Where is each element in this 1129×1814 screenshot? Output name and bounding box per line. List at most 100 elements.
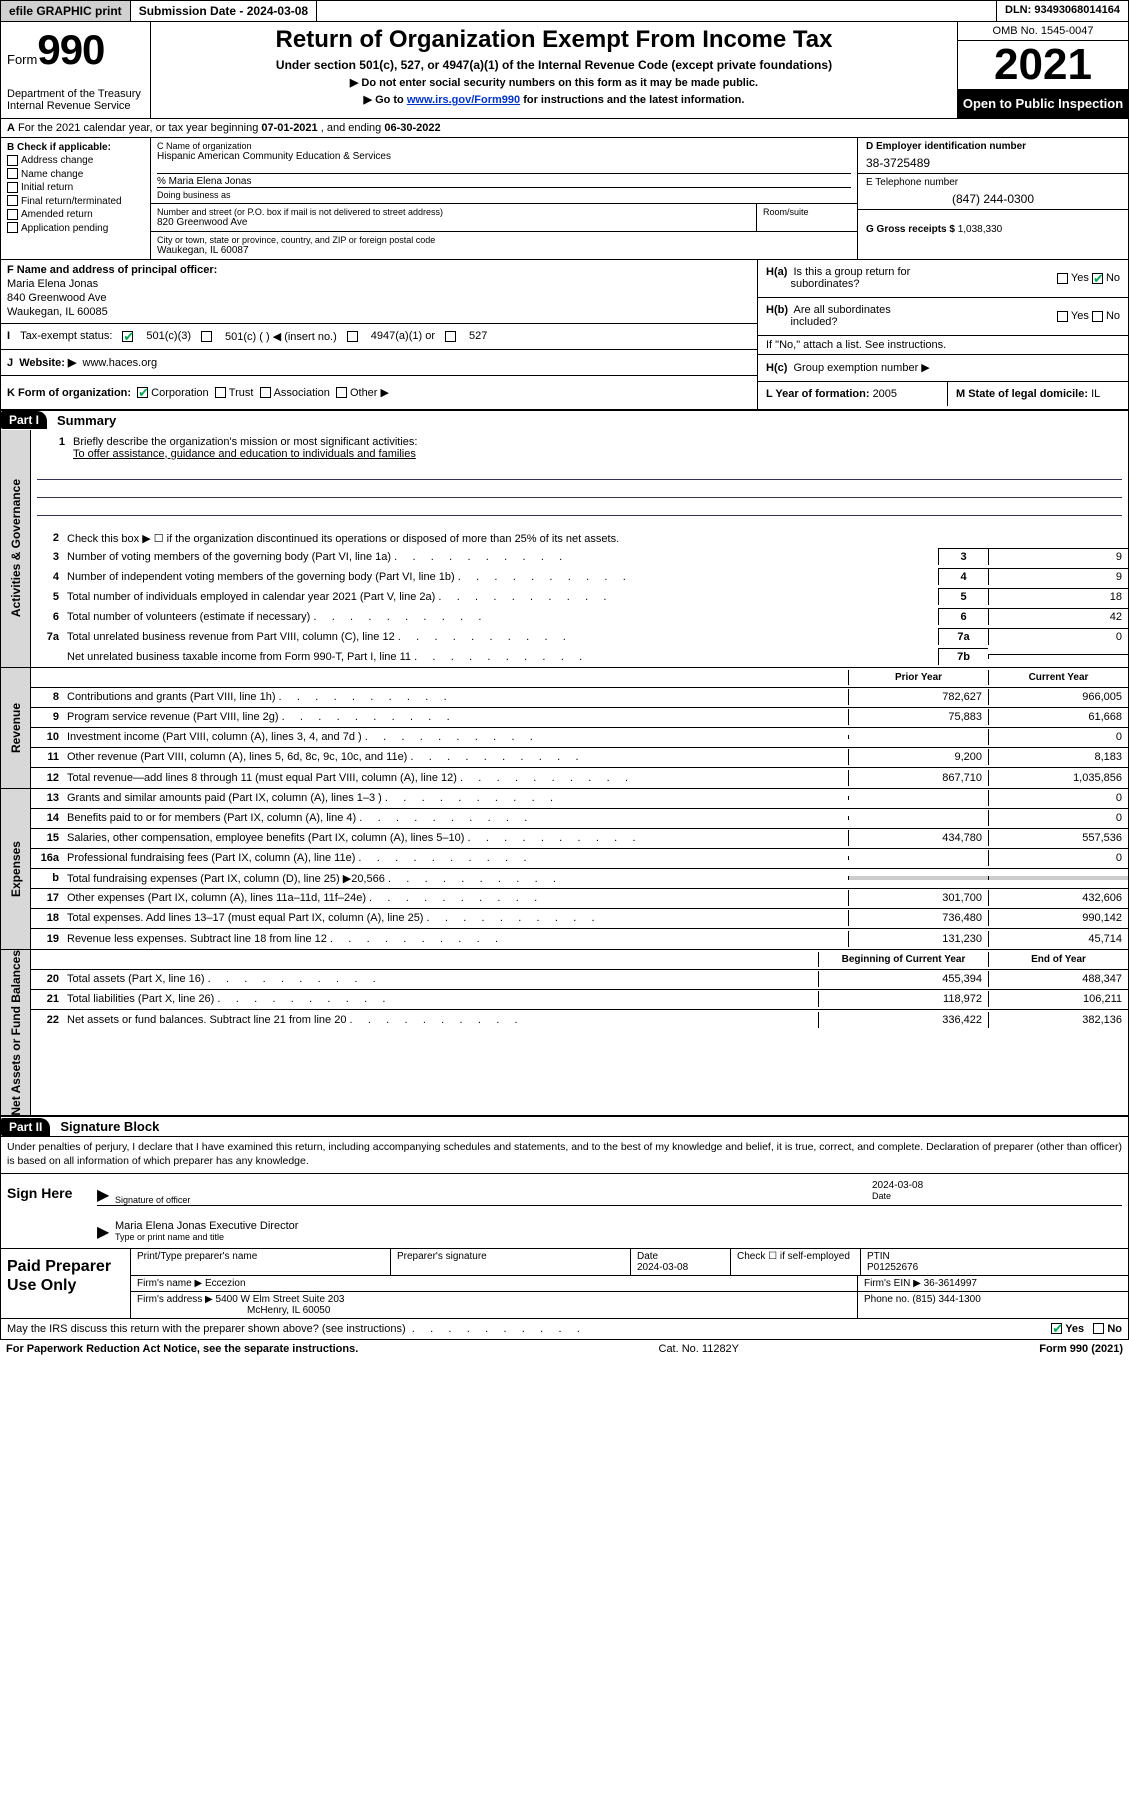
prep-addr-label: Firm's address ▶ — [137, 1294, 216, 1305]
gov-ln-val — [988, 654, 1128, 659]
mission-text: To offer assistance, guidance and educat… — [73, 448, 416, 460]
ln-num: b — [31, 870, 63, 886]
f-label: F Name and address of principal officer: — [7, 264, 217, 276]
b-item-4: Amended return — [21, 209, 93, 220]
ln-current: 0 — [988, 850, 1128, 866]
ln-text: Net assets or fund balances. Subtract li… — [63, 1012, 818, 1028]
ln-text: Program service revenue (Part VIII, line… — [63, 709, 848, 725]
i-opt2: 501(c) ( ) ◀ (insert no.) — [225, 330, 337, 343]
g-label: G Gross receipts $ — [866, 224, 958, 235]
line-15: 15Salaries, other compensation, employee… — [31, 829, 1128, 849]
ln-2-num: 2 — [31, 530, 63, 546]
ln-num: 13 — [31, 790, 63, 806]
ln-prior: 455,394 — [818, 971, 988, 987]
sign-here-right: ▶ Signature of officer 2024-03-08 Date ▶… — [91, 1174, 1128, 1248]
cb-hb-yes[interactable] — [1057, 311, 1068, 322]
ln-text: Benefits paid to or for members (Part IX… — [63, 810, 848, 826]
ln-text: Total fundraising expenses (Part IX, col… — [63, 870, 848, 887]
ln-text: Contributions and grants (Part VIII, lin… — [63, 689, 848, 705]
b-item-2: Initial return — [21, 182, 73, 193]
b-label: B Check if applicable: — [7, 142, 111, 153]
mission-block: 1 Briefly describe the organization's mi… — [31, 430, 1128, 520]
mission-line-1 — [37, 464, 1122, 480]
ln-current: 0 — [988, 810, 1128, 826]
irs-link[interactable]: www.irs.gov/Form990 — [407, 94, 520, 106]
cb-hb-no[interactable] — [1092, 311, 1103, 322]
ln-num: 9 — [31, 709, 63, 725]
discuss-no: No — [1107, 1323, 1122, 1335]
ln-num: 20 — [31, 971, 63, 987]
col-h-right: H(a) Is this a group return for subordin… — [758, 260, 1128, 409]
cb-address-change[interactable] — [7, 155, 18, 166]
topbar: efile GRAPHIC print Submission Date - 20… — [0, 0, 1129, 22]
cb-name-change[interactable] — [7, 168, 18, 179]
ln-current: 106,211 — [988, 991, 1128, 1007]
cb-corp[interactable] — [137, 387, 148, 398]
gov-ln-text: Total number of volunteers (estimate if … — [63, 609, 938, 625]
gov-line-7b: Net unrelated business taxable income fr… — [31, 647, 1128, 667]
ln-current: 432,606 — [988, 890, 1128, 906]
gov-ln-text: Number of voting members of the governin… — [63, 549, 938, 565]
ln-text: Total assets (Part X, line 16) — [63, 971, 818, 987]
gov-ln-box: 7a — [938, 628, 988, 645]
ln-current: 0 — [988, 790, 1128, 806]
line-22: 22Net assets or fund balances. Subtract … — [31, 1010, 1128, 1030]
prep-date-label: Date — [637, 1251, 724, 1262]
form-number-big: 990 — [37, 26, 104, 73]
ln-text: Other revenue (Part VIII, column (A), li… — [63, 749, 848, 765]
cb-trust[interactable] — [215, 387, 226, 398]
row-a-mid: , and ending — [321, 122, 385, 134]
dln-label: DLN: — [1005, 4, 1034, 16]
efile-print-button[interactable]: efile GRAPHIC print — [1, 1, 131, 21]
gov-ln-num: 4 — [31, 569, 63, 585]
cb-501c3[interactable] — [122, 331, 133, 342]
cb-initial-return[interactable] — [7, 182, 18, 193]
sig-row-1: ▶ Signature of officer 2024-03-08 Date — [97, 1180, 1122, 1206]
gov-ln-val: 42 — [988, 608, 1128, 625]
prep-row-2: Firm's name ▶ Eccezion Firm's EIN ▶ 36-3… — [131, 1276, 1128, 1292]
cb-4947[interactable] — [347, 331, 358, 342]
form-prefix: Form — [7, 52, 37, 67]
row-a-pre: For the 2021 calendar year, or tax year … — [18, 122, 261, 134]
cb-501c[interactable] — [201, 331, 212, 342]
cb-assoc[interactable] — [260, 387, 271, 398]
cb-discuss-no[interactable] — [1093, 1323, 1104, 1334]
j-value: www.haces.org — [83, 357, 158, 369]
hb-note: If "No," attach a list. See instructions… — [766, 339, 1120, 351]
cb-ha-no[interactable] — [1092, 273, 1103, 284]
cb-ha-yes[interactable] — [1057, 273, 1068, 284]
k-opt-0: Corporation — [151, 387, 208, 399]
ln-1-text: Briefly describe the organization's miss… — [69, 434, 1122, 462]
vtab-governance: Activities & Governance — [1, 430, 31, 667]
ha-no: No — [1106, 272, 1120, 284]
mission-line-3 — [37, 500, 1122, 516]
cb-discuss-yes[interactable] — [1051, 1323, 1062, 1334]
line-16a: 16aProfessional fundraising fees (Part I… — [31, 849, 1128, 869]
row-a-end: 06-30-2022 — [384, 122, 440, 134]
sig-date-label: Date — [872, 1191, 1122, 1201]
hdr-current: Current Year — [988, 670, 1128, 685]
hb-no: No — [1106, 310, 1120, 322]
cb-final-return[interactable] — [7, 195, 18, 206]
row-i-tax-status: I Tax-exempt status: 501(c)(3) 501(c) ( … — [1, 324, 757, 350]
prep-firm-addr: Firm's address ▶ 5400 W Elm Street Suite… — [131, 1292, 858, 1318]
cb-app-pending[interactable] — [7, 222, 18, 233]
cb-other[interactable] — [336, 387, 347, 398]
sig-officer-label: Signature of officer — [115, 1181, 872, 1205]
rev-header-row: Prior Year Current Year — [31, 668, 1128, 688]
header-left: Form990 Department of the Treasury Inter… — [1, 22, 151, 118]
prep-phone: Phone no. (815) 344-1300 — [858, 1292, 1128, 1318]
cb-527[interactable] — [445, 331, 456, 342]
g-value: 1,038,330 — [958, 224, 1003, 235]
department-label: Department of the Treasury Internal Reve… — [7, 88, 144, 112]
line-8: 8Contributions and grants (Part VIII, li… — [31, 688, 1128, 708]
row-lm: L Year of formation: 2005 M State of leg… — [758, 381, 1128, 406]
gov-ln-val: 9 — [988, 548, 1128, 565]
cb-amended[interactable] — [7, 209, 18, 220]
section-governance: Activities & Governance 1 Briefly descri… — [0, 430, 1129, 668]
expenses-body: 13Grants and similar amounts paid (Part … — [31, 789, 1128, 949]
hdr-prior: Prior Year — [848, 670, 988, 685]
ln-num: 10 — [31, 729, 63, 745]
part-ii-header: Part II Signature Block — [0, 1116, 1129, 1137]
c-street-label: Number and street (or P.O. box if mail i… — [157, 207, 750, 217]
